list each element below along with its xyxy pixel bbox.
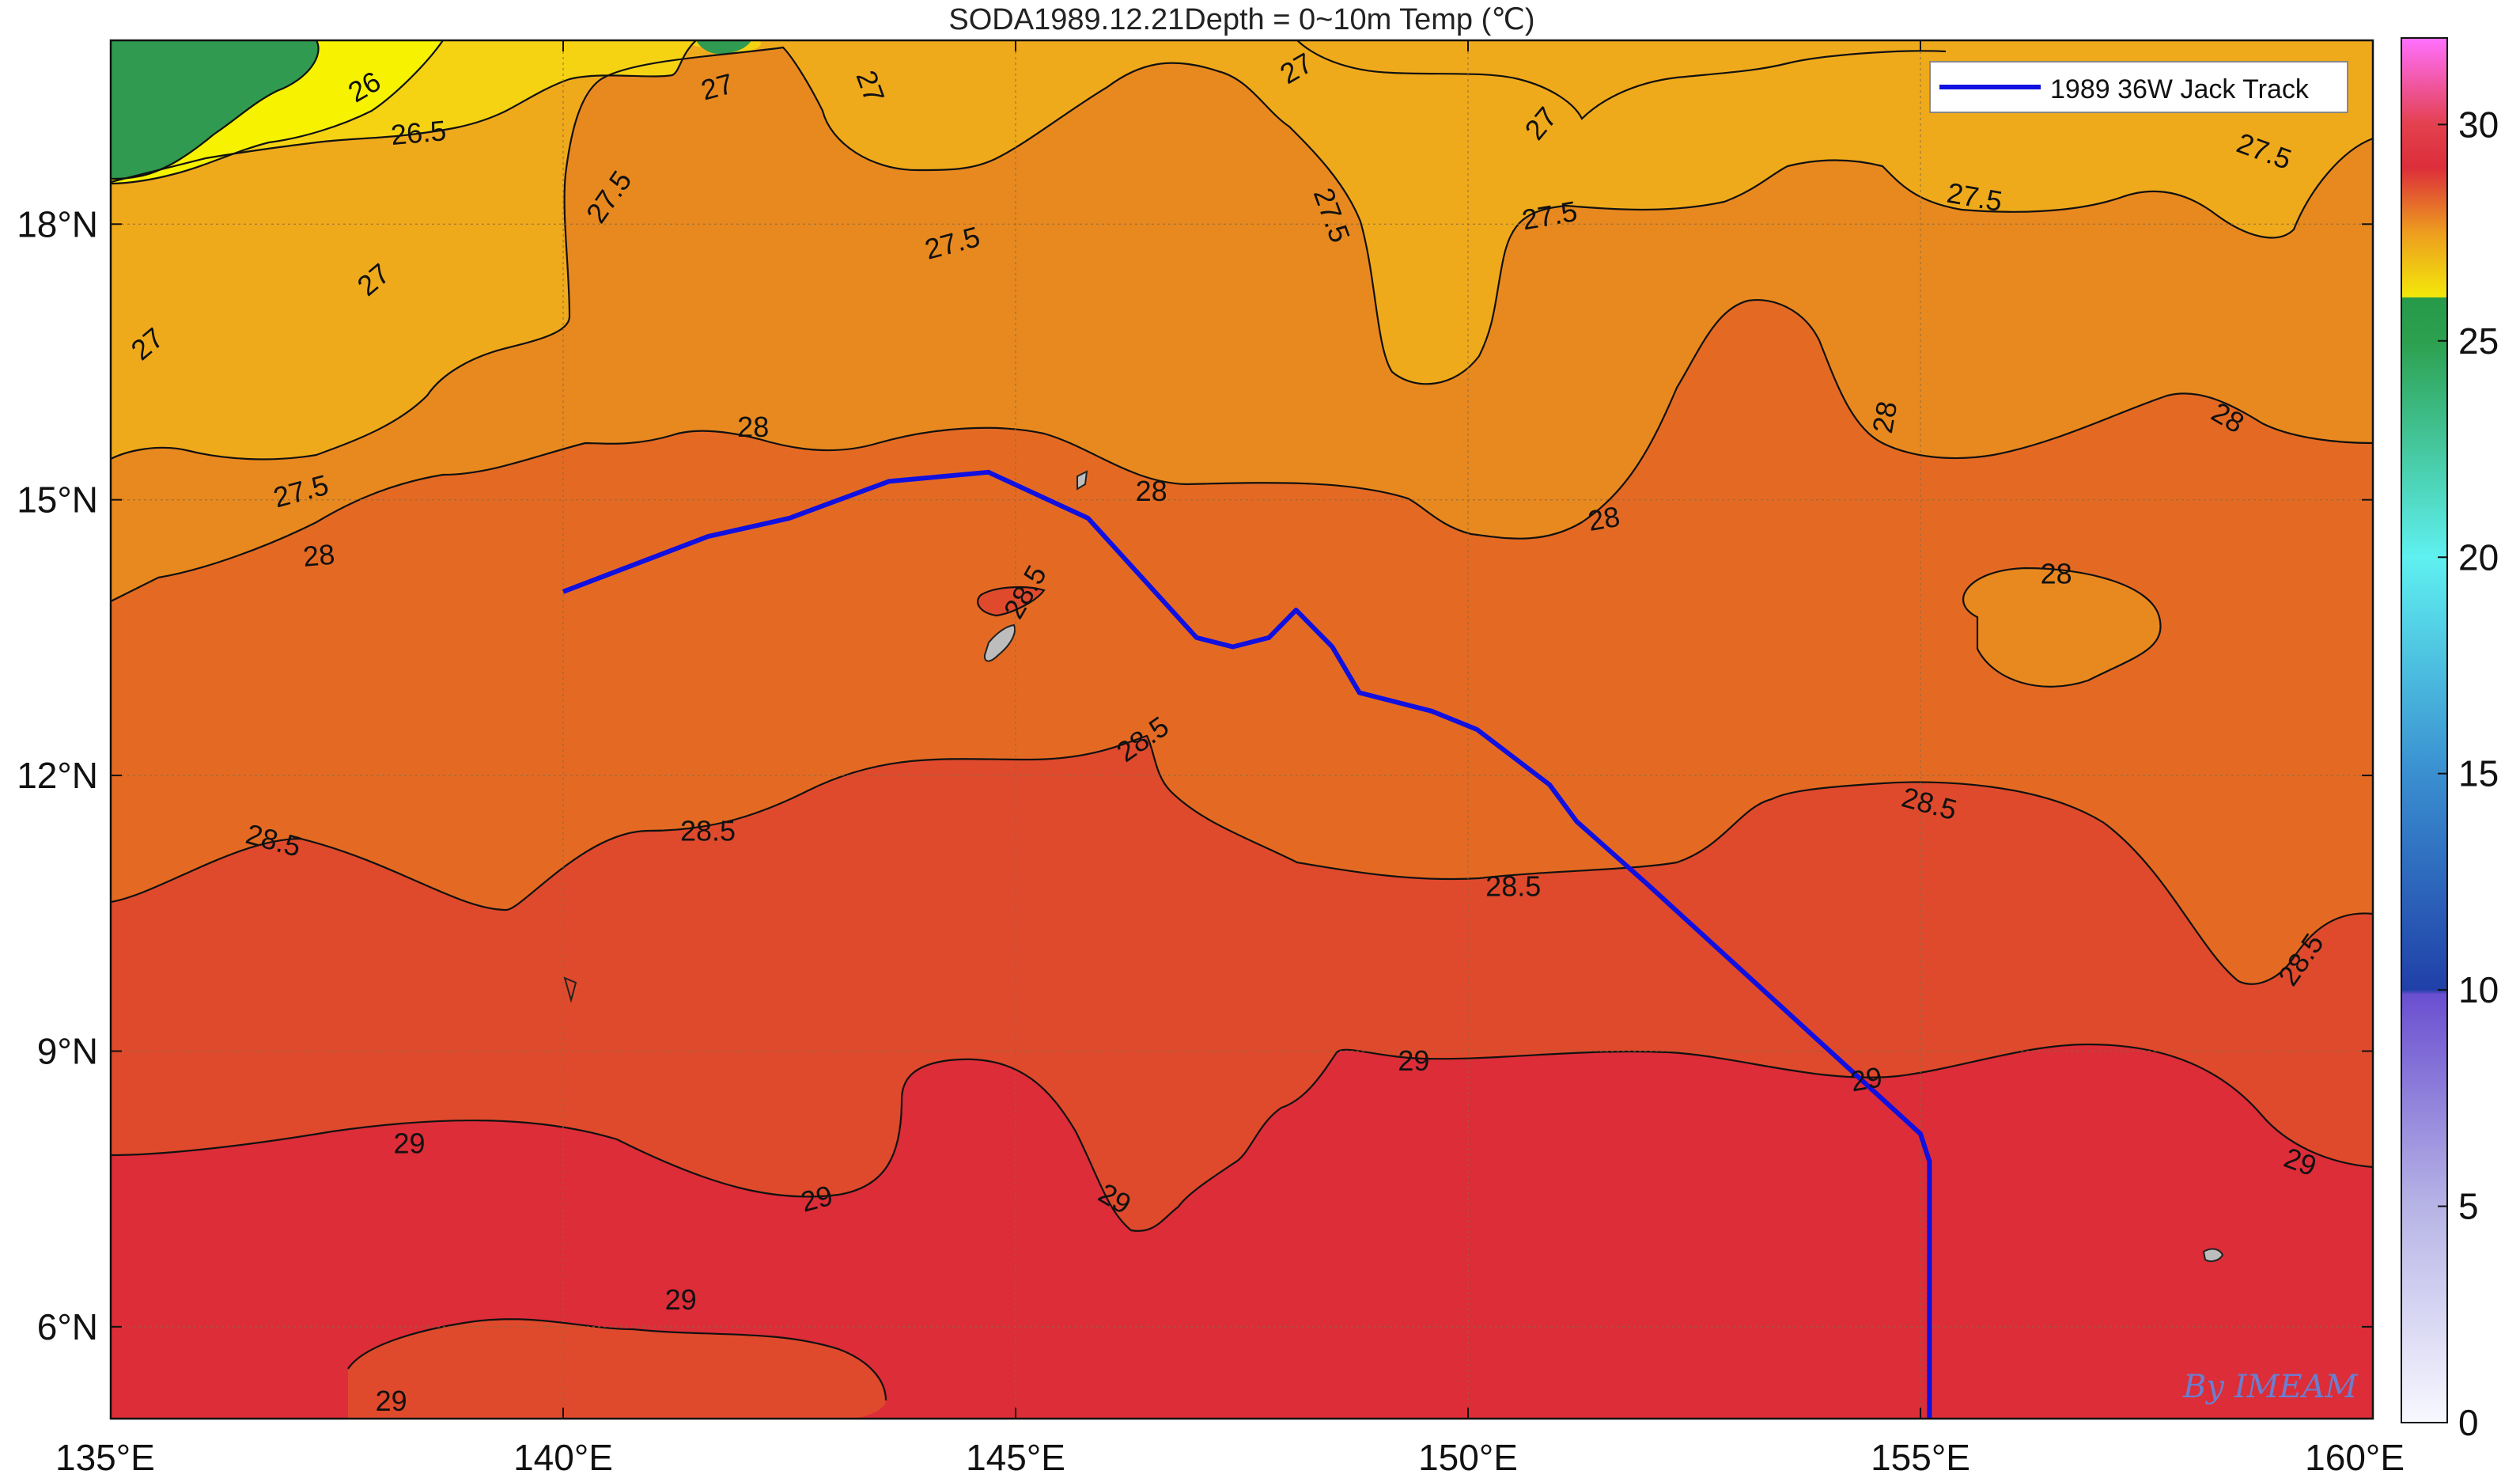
contour-label-text-29: 29 [393,1127,425,1160]
x-tick-label-3: 150°E [1418,1437,1518,1478]
contour-label-text-36: 29 [376,1385,407,1417]
y-tick-label-3: 15°N [17,479,98,521]
closed-28-spot [1963,568,2161,687]
contour-label-25: 28.5 [680,815,736,847]
contour-label-36: 29 [376,1385,407,1417]
map-frame [109,39,2374,1420]
contour-28-5 [111,734,2373,985]
contour-label-text-1: 26.5 [389,114,447,151]
contour-label-26: 28.5 [1485,870,1541,902]
contour-label-text-18: 28 [1866,399,1903,436]
y-tick-label-0: 6°N [37,1306,98,1347]
islet-west [563,976,577,1003]
colorbar-tick-label-2: 10 [2458,969,2499,1010]
colorbar-tick-label-5: 25 [2458,320,2499,362]
contour-29-south [347,1318,887,1401]
storm-track-line [562,469,1932,1419]
x-tick-label-1: 140°E [513,1437,613,1478]
legend: 1989 36W Jack Track [1929,61,2348,113]
band-27-5 [111,40,2373,460]
x-tick-label-4: 155°E [1871,1437,1970,1478]
closed-28-5-spot [978,587,1044,616]
y-tick-label-2: 12°N [17,755,98,796]
contour-label-33: 29 [1848,1060,1885,1097]
y-tick-label-4: 18°N [17,203,98,244]
colorbar-tick-label-1: 5 [2458,1186,2479,1227]
contour-label-35: 29 [665,1283,697,1316]
contour-label-21: 28 [2041,558,2072,590]
x-axis: 135°E 140°E 145°E 150°E 155°E 160°E [55,40,2405,1478]
contour-label-29: 29 [393,1127,425,1160]
band-26 [111,40,751,179]
legend-label: 1989 36W Jack Track [2050,74,2310,104]
contour-label-text-17: 28 [1585,500,1622,537]
island-north [1076,470,1088,491]
y-axis: 6°N 9°N 12°N 15°N 18°N [17,203,2373,1347]
contour-label-32: 29 [1398,1044,1429,1077]
colorbar-bar [2401,37,2448,1423]
contour-label-text-32: 29 [1398,1044,1429,1077]
contour-28-closed [1962,567,2162,688]
band-28 [111,40,2373,601]
colorbar: 0 5 10 15 20 25 30 [2401,37,2499,1443]
contour-label-text-16: 28 [1136,475,1167,507]
contour-27-east [1296,40,1947,120]
contour-28 [111,299,2373,602]
x-tick-label-2: 145°E [966,1437,1065,1478]
contour-label-text-33: 29 [1848,1060,1885,1097]
contour-label-text-20: 28 [301,538,335,573]
y-tick-label-1: 9°N [37,1030,98,1071]
credit-watermark: By IMEAM [2183,1369,2358,1405]
contour-label-16: 28 [1136,475,1167,507]
island-guam [983,623,1016,662]
x-tick-label-5: 160°E [2305,1437,2405,1478]
contour-label-15: 28 [737,411,769,443]
contour-27 [111,40,697,184]
colorbar-tick-label-3: 15 [2458,753,2499,794]
contour-label-text-26: 28.5 [1485,870,1541,902]
figure-title: SODA1989.12.21Depth = 0~10m Temp (℃) [948,3,1535,36]
x-tick-label-0: 135°E [55,1437,155,1478]
colorbar-tick-label-6: 30 [2458,104,2499,145]
contour-29 [111,1043,2373,1232]
contour-label-text-15: 28 [737,411,769,443]
contour-27-5 [111,46,2373,460]
contour-label-20: 28 [301,538,335,573]
contour-label-1: 26.5 [389,114,447,151]
colorbar-ticks: 0 5 10 15 20 25 30 [2438,104,2499,1443]
contour-lines [111,40,2373,1401]
contour-label-text-25: 28.5 [680,815,736,847]
temperature-fill-layer [111,40,2373,1419]
colorbar-tick-label-4: 20 [2458,536,2499,578]
contour-label-text-21: 28 [2041,558,2072,590]
contour-26 [111,40,320,180]
island-east [2202,1248,2224,1262]
colorbar-tick-label-0: 0 [2458,1402,2479,1443]
track-layer [562,469,1932,1419]
contour-26-5 [111,40,444,185]
grid-lines [111,40,2373,1419]
contour-label-18: 28 [1866,399,1903,436]
contour-label-17: 28 [1585,500,1622,537]
contour-label-text-35: 29 [665,1283,697,1316]
contour-28-5-closed [977,586,1046,617]
